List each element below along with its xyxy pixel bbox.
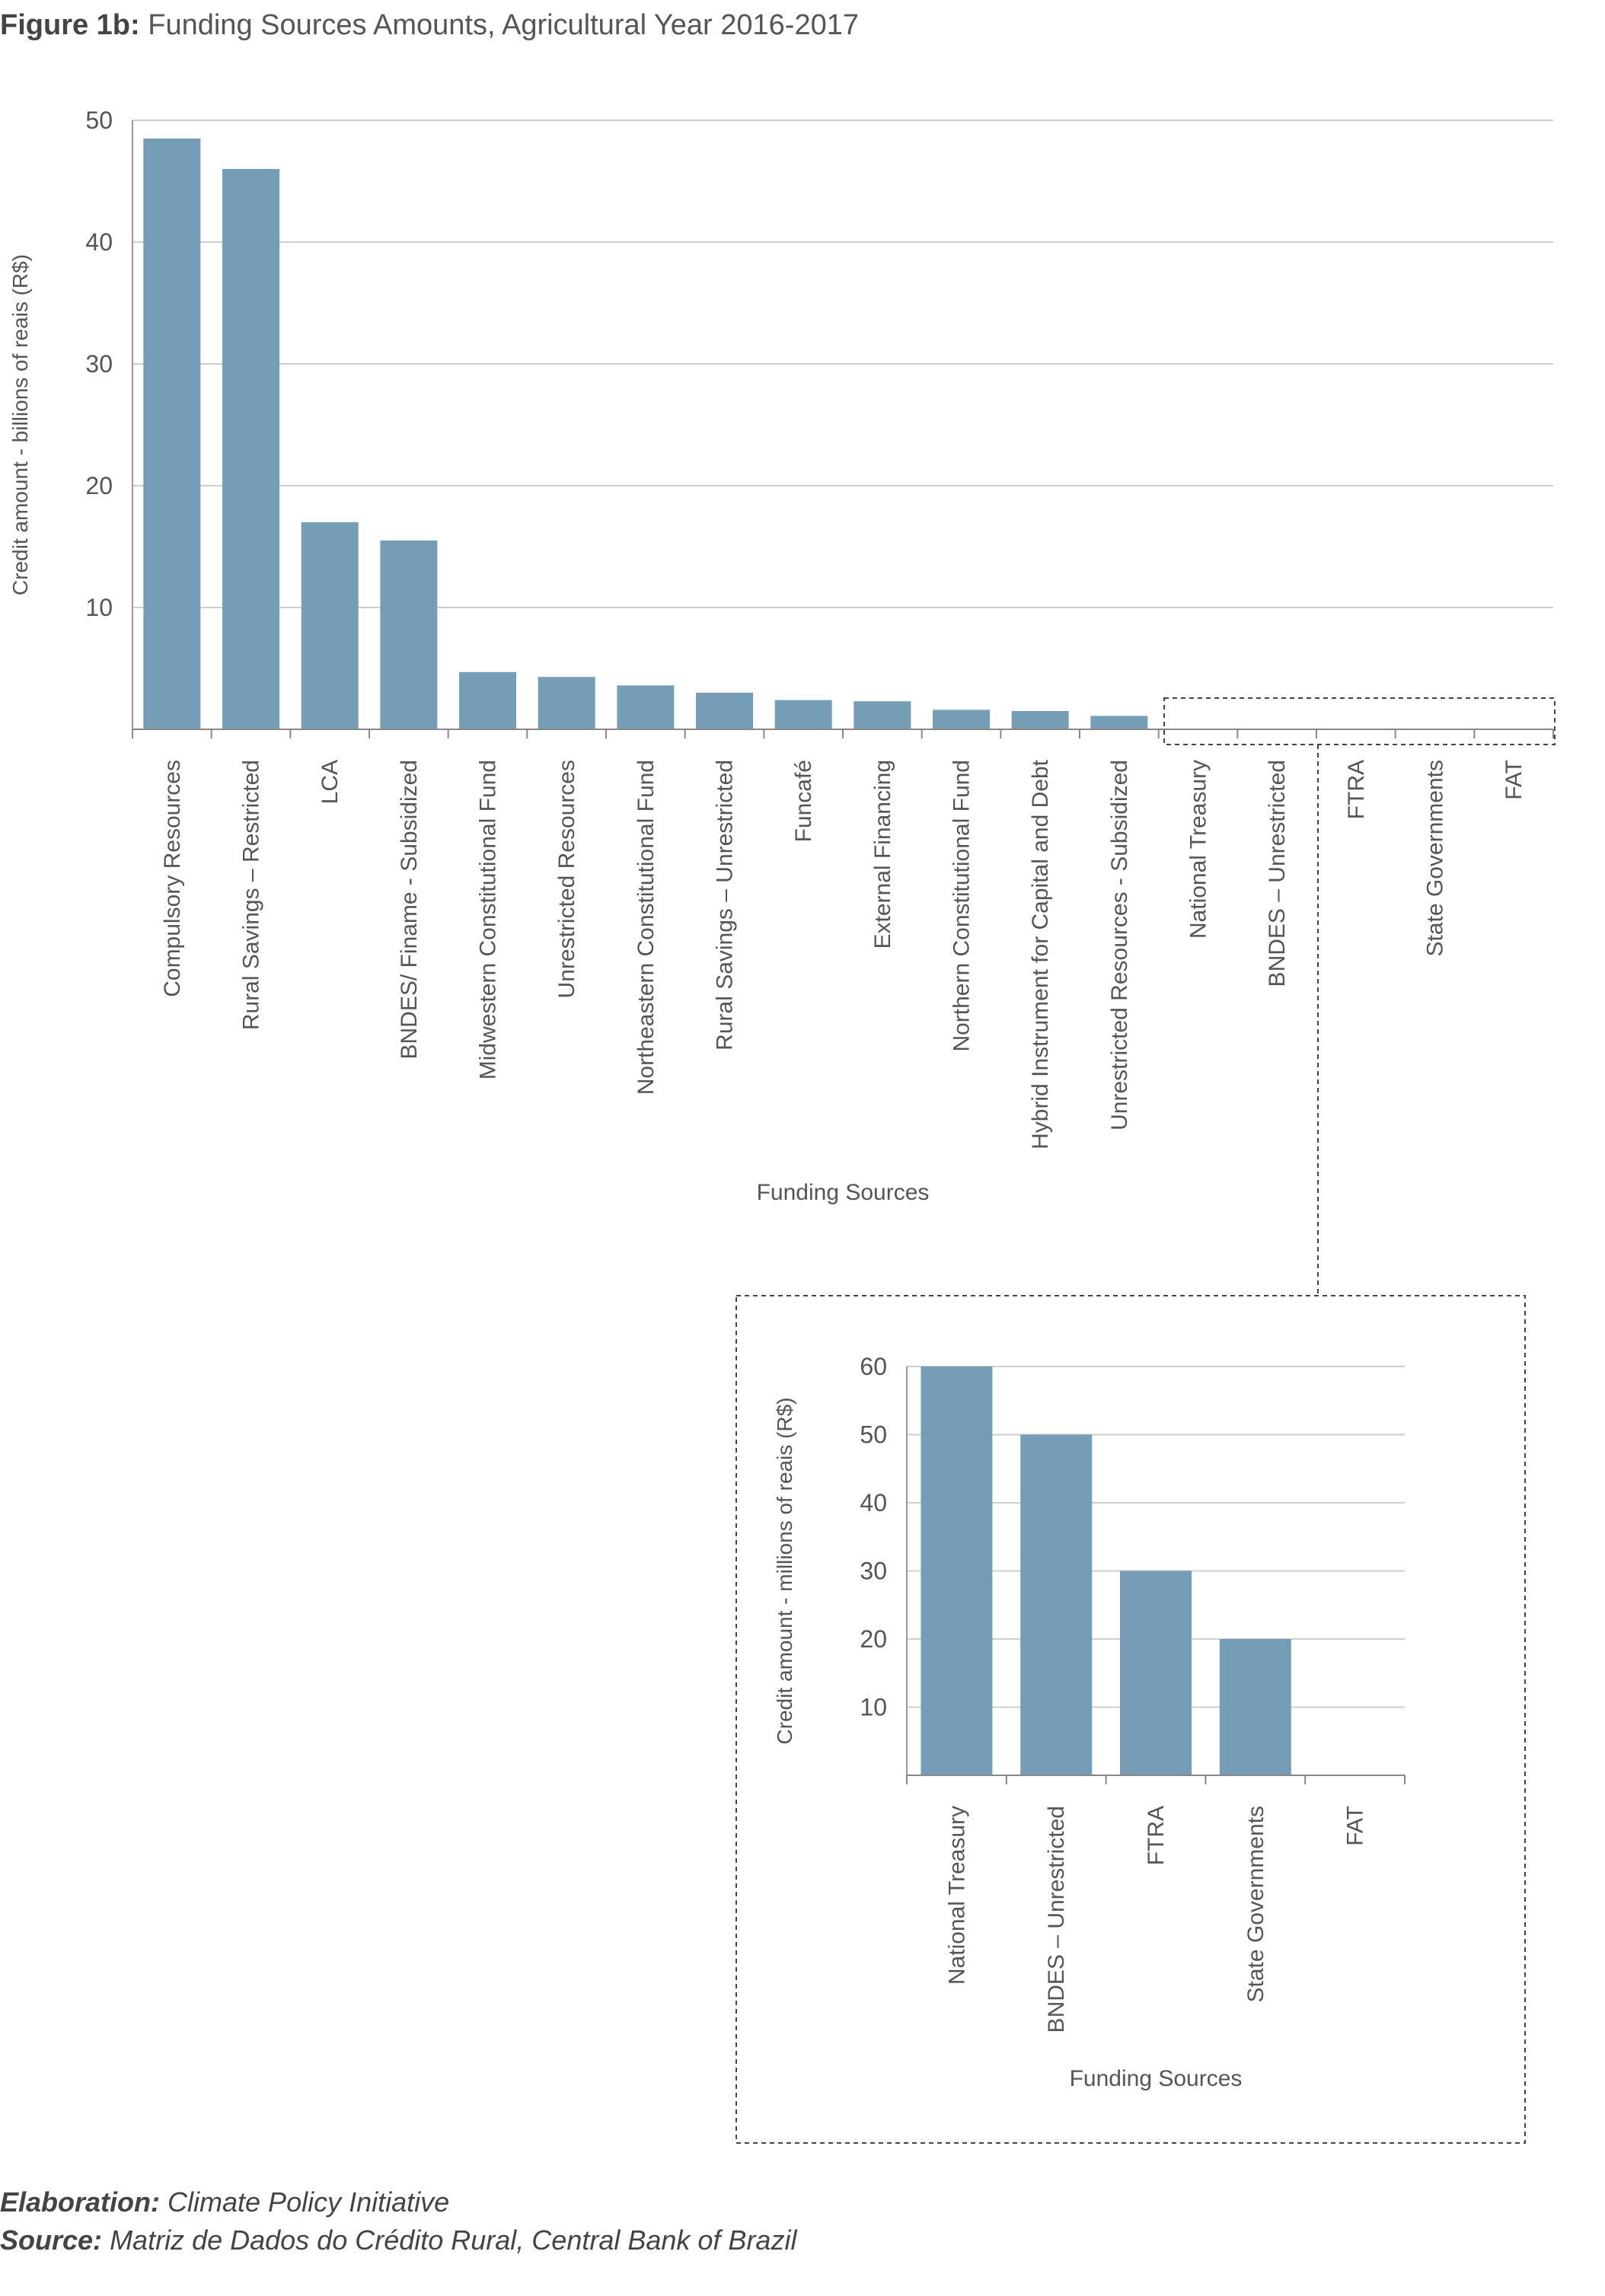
main-category-label: BNDES/ Finame - Subsidized [397, 760, 422, 1060]
main-y-tick-label: 10 [85, 594, 113, 621]
zoom-bar [1120, 1571, 1192, 1775]
main-chart: 10 20 30 40 50 Compulsory Resources Rural Savi… [8, 107, 1554, 1205]
zoom-y-tick-label: 30 [860, 1558, 887, 1585]
zoom-category-label: National Treasury [944, 1806, 969, 1985]
main-y-tick-label: 40 [85, 228, 113, 256]
main-y-tick-label: 30 [85, 350, 113, 378]
figure-title-text: Funding Sources Amounts, Agricultural Ye… [148, 9, 859, 41]
zoom-y-tick-label: 40 [860, 1489, 887, 1516]
main-category-label: Unrestricted Resources [554, 760, 579, 998]
elaboration-line: Elaboration: Climate Policy Initiative [0, 2183, 796, 2221]
main-bar [538, 677, 595, 729]
source-value: Matriz de Dados do Crédito Rural, Centra… [110, 2224, 797, 2256]
elaboration-label: Elaboration: [0, 2186, 161, 2218]
main-y-axis-title: Credit amount - billions of reais (R$) [8, 254, 32, 595]
zoom-y-axis-title: Credit amount - millions of reais (R$) [773, 1398, 796, 1745]
main-category-label: Northern Constitutional Fund [949, 760, 975, 1052]
main-x-axis-title: Funding Sources [757, 1180, 930, 1205]
elaboration-value: Climate Policy Initiative [168, 2186, 450, 2218]
zoom-highlight-box [1163, 697, 1556, 745]
zoom-bar [921, 1366, 993, 1775]
zoom-bar [1020, 1434, 1093, 1775]
main-bar [380, 541, 438, 729]
main-bar [774, 700, 832, 729]
zoom-chart: 10 20 30 40 50 60 National Treasury BNDES – Unr… [773, 1353, 1406, 2091]
main-category-label: FAT [1501, 760, 1527, 800]
figure-title-lead: Figure 1b: [0, 9, 140, 41]
zoom-connector [735, 697, 1556, 2144]
zoom-bar [1219, 1639, 1291, 1775]
main-category-label: Northeastern Constitutional Fund [633, 760, 659, 1095]
main-category-label: Rural Savings – Unrestricted [713, 760, 738, 1051]
figure-footer: Elaboration: Climate Policy Initiative S… [0, 2183, 796, 2259]
main-category-label: LCA [317, 760, 343, 804]
main-bar [222, 169, 279, 729]
main-bar [933, 710, 990, 729]
zoom-category-label: FAT [1343, 1806, 1368, 1846]
zoom-y-tick-label: 50 [860, 1421, 887, 1449]
source-line: Source: Matriz de Dados do Crédito Rural… [0, 2221, 796, 2259]
zoom-y-tick-label: 60 [860, 1353, 887, 1380]
zoom-panel-border [735, 1295, 1526, 2144]
zoom-y-tick-label: 10 [860, 1694, 887, 1721]
main-category-label: State Governments [1423, 760, 1448, 956]
source-label: Source: [0, 2224, 103, 2256]
zoom-category-label: State Governments [1243, 1806, 1268, 2002]
main-category-label: External Financing [870, 760, 895, 949]
zoom-x-axis-title: Funding Sources [1070, 2066, 1243, 2091]
main-bar [1011, 711, 1069, 729]
zoom-category-label: FTRA [1144, 1806, 1169, 1865]
zoom-category-label: BNDES – Unrestricted [1044, 1806, 1069, 2033]
main-bar [854, 701, 911, 729]
main-category-label: BNDES – Unrestricted [1265, 760, 1290, 987]
main-category-label: Unrestricted Resources - Subsidized [1107, 760, 1132, 1130]
main-category-label: Hybrid Instrument for Capital and Debt [1028, 759, 1053, 1150]
main-category-label: National Treasury [1186, 760, 1211, 939]
main-category-label: Midwestern Constitutional Fund [476, 760, 501, 1079]
main-y-tick-label: 20 [85, 472, 113, 499]
main-bar [301, 522, 359, 729]
zoom-y-tick-label: 20 [860, 1625, 887, 1653]
main-bar [143, 139, 201, 729]
figure-title: Figure 1b: Funding Sources Amounts, Agri… [0, 9, 859, 42]
main-bar [617, 685, 675, 729]
main-category-label: FTRA [1344, 760, 1369, 819]
main-category-label: Funcafé [791, 760, 816, 842]
main-category-label: Compulsory Resources [160, 760, 185, 997]
main-bar [1090, 716, 1148, 729]
main-bar [696, 693, 753, 729]
main-bar [459, 671, 516, 729]
main-category-label: Rural Savings – Restricted [239, 760, 264, 1030]
main-y-tick-label: 50 [85, 107, 113, 134]
